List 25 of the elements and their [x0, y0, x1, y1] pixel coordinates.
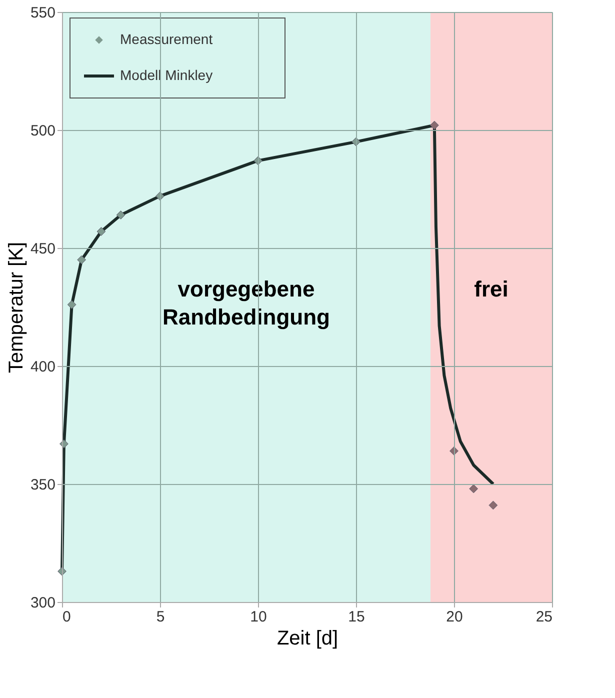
point — [430, 120, 439, 130]
x-tick-label: 20 — [446, 608, 463, 626]
y-tick-label: 300 — [30, 594, 56, 612]
y-tick-label: 450 — [30, 240, 56, 258]
point — [116, 210, 126, 220]
point — [469, 484, 478, 494]
legend-label: Meassurement — [120, 31, 213, 47]
x-tick-label: 15 — [348, 608, 365, 626]
legend-label: Modell Minkley — [120, 67, 213, 83]
y-axis-title: Temperatur [K] — [5, 242, 28, 374]
point — [67, 300, 76, 310]
y-tick-label: 500 — [30, 122, 56, 140]
y-tick-label: 550 — [30, 4, 56, 22]
y-tick-label: 350 — [30, 476, 56, 494]
band-label: vorgegebene Randbedingung — [162, 276, 330, 330]
point — [96, 227, 106, 236]
point — [488, 500, 498, 510]
x-axis-title: Zeit [d] — [276, 628, 338, 650]
y-tick-label: 400 — [30, 358, 56, 376]
x-tick-label: 25 — [536, 608, 552, 626]
point — [77, 255, 86, 264]
x-tick-label: 10 — [250, 608, 267, 626]
x-tick-label: 0 — [62, 608, 71, 626]
x-tick-label: 5 — [156, 608, 165, 626]
band-label: frei — [474, 276, 508, 302]
